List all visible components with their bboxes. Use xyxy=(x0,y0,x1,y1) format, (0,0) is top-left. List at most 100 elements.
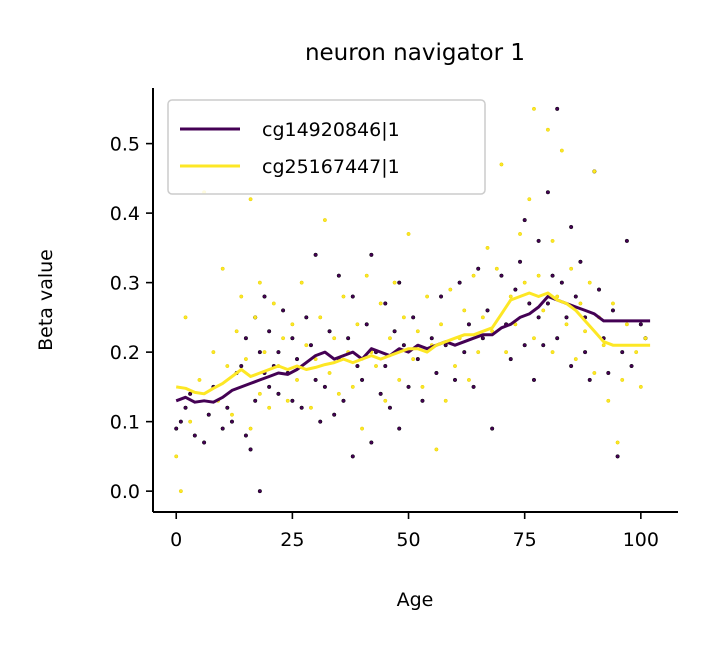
scatter-point xyxy=(555,336,560,341)
scatter-point xyxy=(350,294,355,299)
scatter-point xyxy=(532,106,536,111)
scatter-point xyxy=(425,294,430,299)
x-tick-label: 50 xyxy=(396,529,420,551)
scatter-point xyxy=(531,377,537,382)
scatter-point xyxy=(276,391,281,396)
scatter-point xyxy=(620,350,625,355)
scatter-point xyxy=(383,363,388,369)
scatter-point xyxy=(536,273,541,278)
scatter-point xyxy=(457,280,462,285)
scatter-point xyxy=(304,315,309,320)
scatter-point xyxy=(620,377,625,382)
scatter-point xyxy=(471,384,476,389)
series-points-2 xyxy=(174,106,648,494)
scatter-point xyxy=(573,357,578,362)
scatter-point xyxy=(401,343,406,348)
scatter-point xyxy=(499,273,504,278)
scatter-point xyxy=(174,454,179,459)
scatter-point xyxy=(290,322,295,327)
scatter-point xyxy=(341,398,346,403)
scatter-point xyxy=(411,315,416,320)
scatter-point xyxy=(248,426,253,431)
scatter-point xyxy=(587,377,592,382)
scatter-point xyxy=(629,363,634,369)
scatter-point xyxy=(448,287,453,292)
scatter-point xyxy=(369,252,374,257)
scatter-point xyxy=(462,350,467,355)
scatter-point xyxy=(517,259,523,264)
scatter-point xyxy=(415,357,420,362)
scatter-point xyxy=(466,377,471,382)
scatter-point xyxy=(490,426,495,431)
scatter-point xyxy=(592,371,597,375)
legend-label-series-1: cg14920846|1 xyxy=(262,119,400,141)
scatter-point xyxy=(309,405,313,410)
scatter-point xyxy=(411,357,416,362)
scatter-point xyxy=(341,294,346,299)
scatter-point xyxy=(243,433,248,438)
scatter-point xyxy=(318,315,323,320)
scatter-point xyxy=(299,280,304,285)
scatter-point xyxy=(638,322,643,327)
scatter-point xyxy=(624,238,629,243)
scatter-point xyxy=(360,377,365,382)
scatter-point xyxy=(257,350,262,355)
legend-box xyxy=(167,99,486,195)
x-tick-label: 75 xyxy=(513,529,537,551)
scatter-point xyxy=(322,384,327,389)
scatter-point xyxy=(420,384,425,389)
scatter-point xyxy=(439,294,444,299)
scatter-point xyxy=(615,454,620,459)
scatter-point xyxy=(494,266,499,271)
x-tick-label: 25 xyxy=(280,529,304,551)
scatter-point xyxy=(606,370,611,376)
scatter-point xyxy=(313,377,318,382)
legend-label-series-2: cg25167447|1 xyxy=(262,156,400,178)
scatter-point xyxy=(522,343,527,348)
scatter-point xyxy=(281,308,286,313)
scatter-point xyxy=(397,377,402,382)
scatter-point xyxy=(383,398,388,403)
scatter-point xyxy=(285,398,290,403)
scatter-point xyxy=(564,322,569,327)
scatter-point xyxy=(508,294,513,299)
scatter-point xyxy=(225,405,230,410)
scatter-point xyxy=(480,336,485,341)
scatter-point xyxy=(336,273,341,278)
scatter-point xyxy=(569,266,574,271)
scatter-point xyxy=(239,363,244,369)
scatter-point xyxy=(318,419,323,424)
chart-title: neuron navigator 1 xyxy=(305,40,525,66)
scatter-point xyxy=(578,301,583,306)
scatter-point xyxy=(387,336,392,341)
scatter-point xyxy=(569,224,574,230)
scatter-point xyxy=(378,301,383,306)
scatter-point xyxy=(555,106,560,111)
scatter-point xyxy=(634,350,639,355)
scatter-point xyxy=(230,412,234,417)
scatter-point xyxy=(406,232,411,236)
scatter-point xyxy=(522,280,527,285)
scatter-point xyxy=(178,489,183,494)
scatter-point xyxy=(485,308,490,313)
scatter-point xyxy=(439,322,444,327)
scatter-point xyxy=(601,343,606,348)
plot-area xyxy=(174,106,651,494)
scatter-point xyxy=(220,426,225,431)
scatter-point xyxy=(364,322,369,327)
scatter-point xyxy=(508,357,513,362)
scatter-point xyxy=(276,350,281,355)
scatter-point xyxy=(332,412,337,417)
scatter-point xyxy=(248,447,253,452)
scatter-point xyxy=(327,329,332,334)
scatter-point xyxy=(294,357,300,362)
scatter-point xyxy=(397,426,402,431)
scatter-point xyxy=(271,301,276,306)
scatter-point xyxy=(392,329,397,334)
scatter-point xyxy=(471,273,476,278)
y-tick-label: 0.4 xyxy=(110,203,140,225)
scatter-point xyxy=(290,336,295,341)
y-tick-label: 0.5 xyxy=(110,134,140,156)
scatter-point xyxy=(541,343,546,348)
scatter-point xyxy=(183,405,188,410)
